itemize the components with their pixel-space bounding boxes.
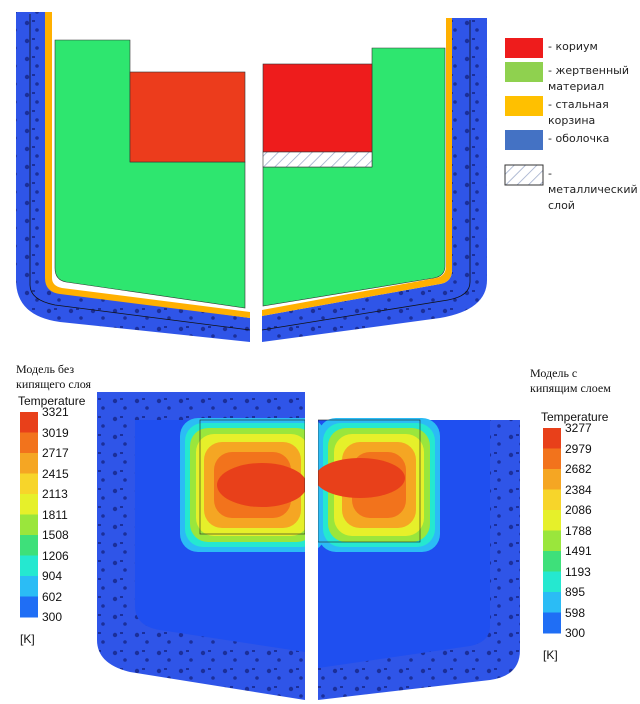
colorbar-band <box>20 597 38 618</box>
colorbar-band <box>543 592 561 613</box>
colorbar-band <box>543 510 561 531</box>
colorbar-band <box>20 556 38 577</box>
colorbar-tick: 300 <box>42 610 62 624</box>
legend-swatch <box>505 38 543 58</box>
colorbar-band <box>20 515 38 536</box>
drawing <box>0 0 640 704</box>
corium <box>130 72 245 162</box>
colorbar-tick: 1491 <box>565 544 592 558</box>
colorbar-tick: 2415 <box>42 467 69 481</box>
colorbar-tick: 1206 <box>42 549 69 563</box>
hot-zone <box>315 458 405 498</box>
colorbar-band <box>543 572 561 593</box>
colorbar-unit: [K] <box>543 648 558 662</box>
colorbar-tick: 300 <box>565 626 585 640</box>
colorbar-tick: 904 <box>42 569 62 583</box>
figure: - кориум - жертвенный материал- стальная … <box>0 0 640 704</box>
colorbar-tick: 2384 <box>565 483 592 497</box>
colorbar-band <box>20 433 38 454</box>
legend-swatch <box>505 62 543 82</box>
legend-label: - жертвенный материал <box>548 63 638 95</box>
gap <box>305 380 318 704</box>
colorbar-tick: 3019 <box>42 426 69 440</box>
colorbar-tick: 1811 <box>42 508 68 522</box>
model-label: Модель с кипящим слоем <box>530 366 622 396</box>
colorbar-tick: 598 <box>565 606 585 620</box>
legend-swatch <box>505 130 543 150</box>
colorbar-tick: 2717 <box>42 446 69 460</box>
colorbar-tick: 2682 <box>565 462 592 476</box>
colorbar-band <box>543 428 561 449</box>
model-label: Модель без кипящего слоя <box>16 362 108 392</box>
colorbar-band <box>543 551 561 572</box>
colorbar-tick: 2113 <box>42 487 68 501</box>
colorbar-tick: 3321 <box>42 405 69 419</box>
colorbar-band <box>20 494 38 515</box>
colorbar-unit: [K] <box>20 632 35 646</box>
legend-label: - металлический слой <box>548 166 638 214</box>
colorbar-band <box>543 449 561 470</box>
colorbar-tick: 1193 <box>565 565 591 579</box>
colorbar-band <box>20 474 38 495</box>
corium <box>263 64 372 152</box>
legend-label: - стальная корзина <box>548 97 638 129</box>
colorbar-band <box>20 576 38 597</box>
legend-swatch <box>505 96 543 116</box>
hot-zone <box>217 463 307 507</box>
colorbar-band <box>20 412 38 433</box>
colorbar-tick: 895 <box>565 585 585 599</box>
colorbar-tick: 3277 <box>565 421 592 435</box>
colorbar-band <box>543 613 561 634</box>
colorbar-tick: 602 <box>42 590 62 604</box>
colorbar-tick: 1508 <box>42 528 69 542</box>
metal-layer <box>263 152 372 167</box>
colorbar-tick: 2979 <box>565 442 592 456</box>
legend-swatch <box>505 165 543 185</box>
colorbar-tick: 1788 <box>565 524 592 538</box>
colorbar-tick: 2086 <box>565 503 592 517</box>
colorbar-band <box>20 453 38 474</box>
colorbar-band <box>20 535 38 556</box>
legend-label: - кориум <box>548 39 638 55</box>
colorbar-band <box>543 490 561 511</box>
colorbar-band <box>543 469 561 490</box>
legend-label: - оболочка <box>548 131 638 147</box>
colorbar-band <box>543 531 561 552</box>
